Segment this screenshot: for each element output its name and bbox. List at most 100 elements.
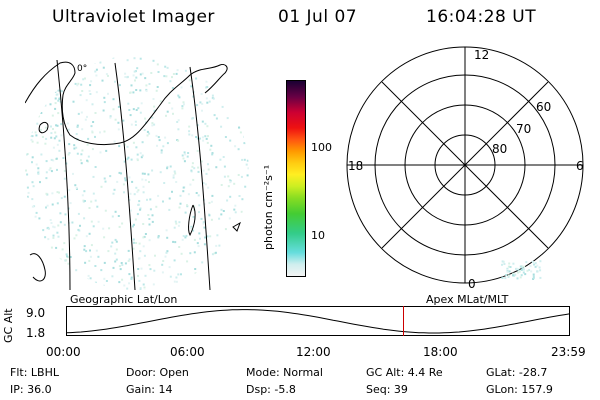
speckle-dot — [88, 90, 91, 92]
speckle-dot — [112, 56, 115, 59]
speckle-dot — [539, 260, 542, 263]
speckle-dot — [94, 135, 96, 138]
speckle-dot — [141, 141, 144, 144]
speckle-dot — [196, 61, 199, 63]
speckle-dot — [539, 269, 542, 272]
speckle-dot — [67, 153, 70, 156]
speckle-dot — [92, 192, 95, 195]
speckle-dot — [54, 97, 57, 100]
speckle-dot — [148, 223, 151, 226]
speckle-dot — [112, 192, 115, 195]
speckle-dot — [120, 262, 123, 264]
speckle-dot — [235, 283, 238, 285]
speckle-dot — [144, 77, 147, 80]
speckle-dot — [26, 186, 29, 189]
speckle-dot — [66, 277, 68, 280]
speckle-dot — [53, 226, 56, 229]
speckle-dot — [220, 213, 223, 216]
speckle-dot — [52, 225, 55, 228]
speckle-dot — [210, 144, 213, 147]
speckle-dot — [36, 275, 39, 278]
speckle-dot — [80, 111, 83, 114]
speckle-dot — [528, 269, 531, 271]
speckle-dot — [114, 210, 117, 213]
speckle-dot — [128, 282, 131, 285]
speckle-dot — [136, 67, 139, 70]
speckle-dot — [83, 59, 86, 62]
speckle-dot — [230, 271, 233, 274]
coastline — [29, 253, 46, 282]
speckle-dot — [179, 202, 182, 205]
speckle-dot — [171, 87, 174, 89]
speckle-dot — [72, 100, 75, 103]
x-tick-1200: 12:00 — [296, 345, 331, 359]
speckle-dot — [60, 197, 63, 200]
coast-label: 0° — [77, 64, 87, 74]
speckle-dot — [40, 87, 43, 90]
speckle-dot — [503, 263, 506, 265]
speckle-dot — [88, 55, 91, 57]
speckle-dot — [210, 200, 213, 203]
speckle-dot — [128, 273, 131, 276]
speckle-dot — [174, 172, 177, 175]
speckle-dot — [60, 90, 63, 93]
speckle-dot — [173, 259, 176, 262]
speckle-dot — [243, 135, 246, 138]
speckle-dot — [155, 89, 158, 92]
speckle-dot — [507, 276, 510, 278]
speckle-dot — [188, 125, 191, 128]
speckle-dot — [181, 105, 184, 108]
speckle-dot — [232, 94, 235, 97]
speckle-dot — [177, 139, 180, 142]
speckle-dot — [94, 112, 97, 114]
speckle-dot — [129, 192, 132, 195]
speckle-dot — [183, 285, 186, 288]
speckle-dot — [143, 286, 146, 289]
speckle-dot — [115, 258, 118, 261]
speckle-dot — [80, 153, 83, 156]
speckle-dot — [68, 189, 71, 192]
speckle-dot — [192, 178, 195, 181]
speckle-dot — [202, 222, 205, 225]
speckle-dot — [231, 100, 234, 103]
speckle-dot — [123, 284, 126, 287]
alt-plot-frame — [66, 306, 570, 336]
speckle-dot — [114, 238, 117, 241]
speckle-dot — [242, 76, 245, 78]
speckle-dot — [166, 250, 169, 253]
speckle-dot — [166, 167, 169, 170]
speckle-dot — [86, 159, 89, 162]
speckle-dot — [90, 244, 93, 247]
speckle-dot — [202, 221, 205, 224]
speckle-dot — [226, 117, 229, 120]
speckle-dot — [25, 200, 28, 203]
speckle-dot — [224, 136, 227, 138]
speckle-dot — [34, 268, 37, 271]
speckle-dot — [183, 151, 186, 154]
speckle-dot — [213, 252, 216, 255]
speckle-dot — [128, 109, 131, 111]
speckle-dot — [89, 277, 92, 280]
speckle-dot — [25, 169, 27, 172]
speckle-dot — [50, 246, 53, 249]
speckle-dot — [512, 262, 515, 265]
speckle-dot — [136, 213, 139, 216]
speckle-dot — [124, 262, 127, 265]
speckle-dot — [83, 217, 86, 220]
speckle-dot — [62, 157, 65, 159]
speckle-dot — [44, 93, 47, 96]
speckle-dot — [166, 110, 169, 113]
speckle-dot — [132, 74, 135, 77]
speckle-dot — [243, 228, 246, 231]
speckle-dot — [247, 221, 249, 224]
speckle-dot — [536, 270, 539, 273]
meridian-line — [56, 59, 71, 291]
speckle-dot — [103, 96, 106, 99]
speckle-dot — [88, 207, 91, 209]
speckle-dot — [93, 61, 96, 64]
speckle-dot — [89, 249, 91, 252]
speckle-dot — [505, 274, 508, 276]
speckle-dot — [144, 233, 147, 235]
speckle-dot — [88, 232, 91, 235]
speckle-dot — [247, 209, 249, 212]
